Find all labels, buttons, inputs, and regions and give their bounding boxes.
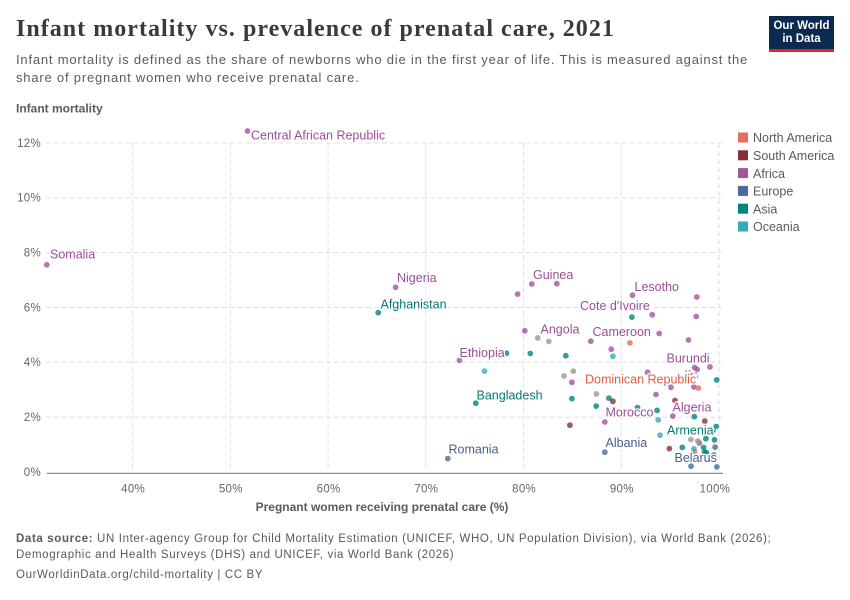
svg-text:60%: 60% [317,484,341,496]
svg-text:Dominican Republic: Dominican Republic [585,373,696,387]
svg-text:Africa: Africa [753,167,785,181]
svg-text:Nigeria: Nigeria [397,271,437,285]
svg-text:Oceania: Oceania [753,220,800,234]
svg-text:50%: 50% [219,484,243,496]
svg-text:Cameroon: Cameroon [593,325,651,339]
svg-text:Romania: Romania [449,443,499,457]
svg-text:Morocco: Morocco [606,406,654,420]
svg-text:40%: 40% [121,484,145,496]
svg-text:Asia: Asia [753,202,777,216]
svg-text:10%: 10% [17,193,41,205]
svg-text:Burundi: Burundi [667,352,710,366]
svg-text:80%: 80% [512,484,536,496]
svg-text:Albania: Albania [606,436,648,450]
svg-text:North America: North America [753,131,832,145]
svg-text:100%: 100% [700,484,731,496]
svg-text:12%: 12% [17,138,41,150]
svg-text:Bangladesh: Bangladesh [477,389,543,403]
svg-text:Central African Republic: Central African Republic [251,129,385,143]
svg-text:Somalia: Somalia [50,248,95,262]
svg-text:Armenia: Armenia [667,424,714,438]
svg-text:Guinea: Guinea [533,268,573,282]
svg-text:Europe: Europe [753,185,793,199]
svg-text:Angola: Angola [541,323,580,337]
svg-text:8%: 8% [24,248,41,260]
svg-text:0%: 0% [24,467,41,479]
svg-text:6%: 6% [24,302,41,314]
svg-text:2%: 2% [24,412,41,424]
svg-text:Lesotho: Lesotho [635,280,680,294]
svg-text:4%: 4% [24,357,41,369]
svg-text:South America: South America [753,149,834,163]
svg-text:Infant mortality: Infant mortality [16,102,103,116]
svg-text:90%: 90% [610,484,634,496]
svg-text:Pregnant women receiving prena: Pregnant women receiving prenatal care (… [256,500,509,514]
svg-text:Cote d'Ivoire: Cote d'Ivoire [580,299,650,313]
svg-text:Ethiopia: Ethiopia [460,346,505,360]
svg-text:Belarus: Belarus [675,451,717,465]
svg-text:Afghanistan: Afghanistan [381,298,447,312]
svg-text:70%: 70% [414,484,438,496]
svg-text:Algeria: Algeria [673,401,712,415]
